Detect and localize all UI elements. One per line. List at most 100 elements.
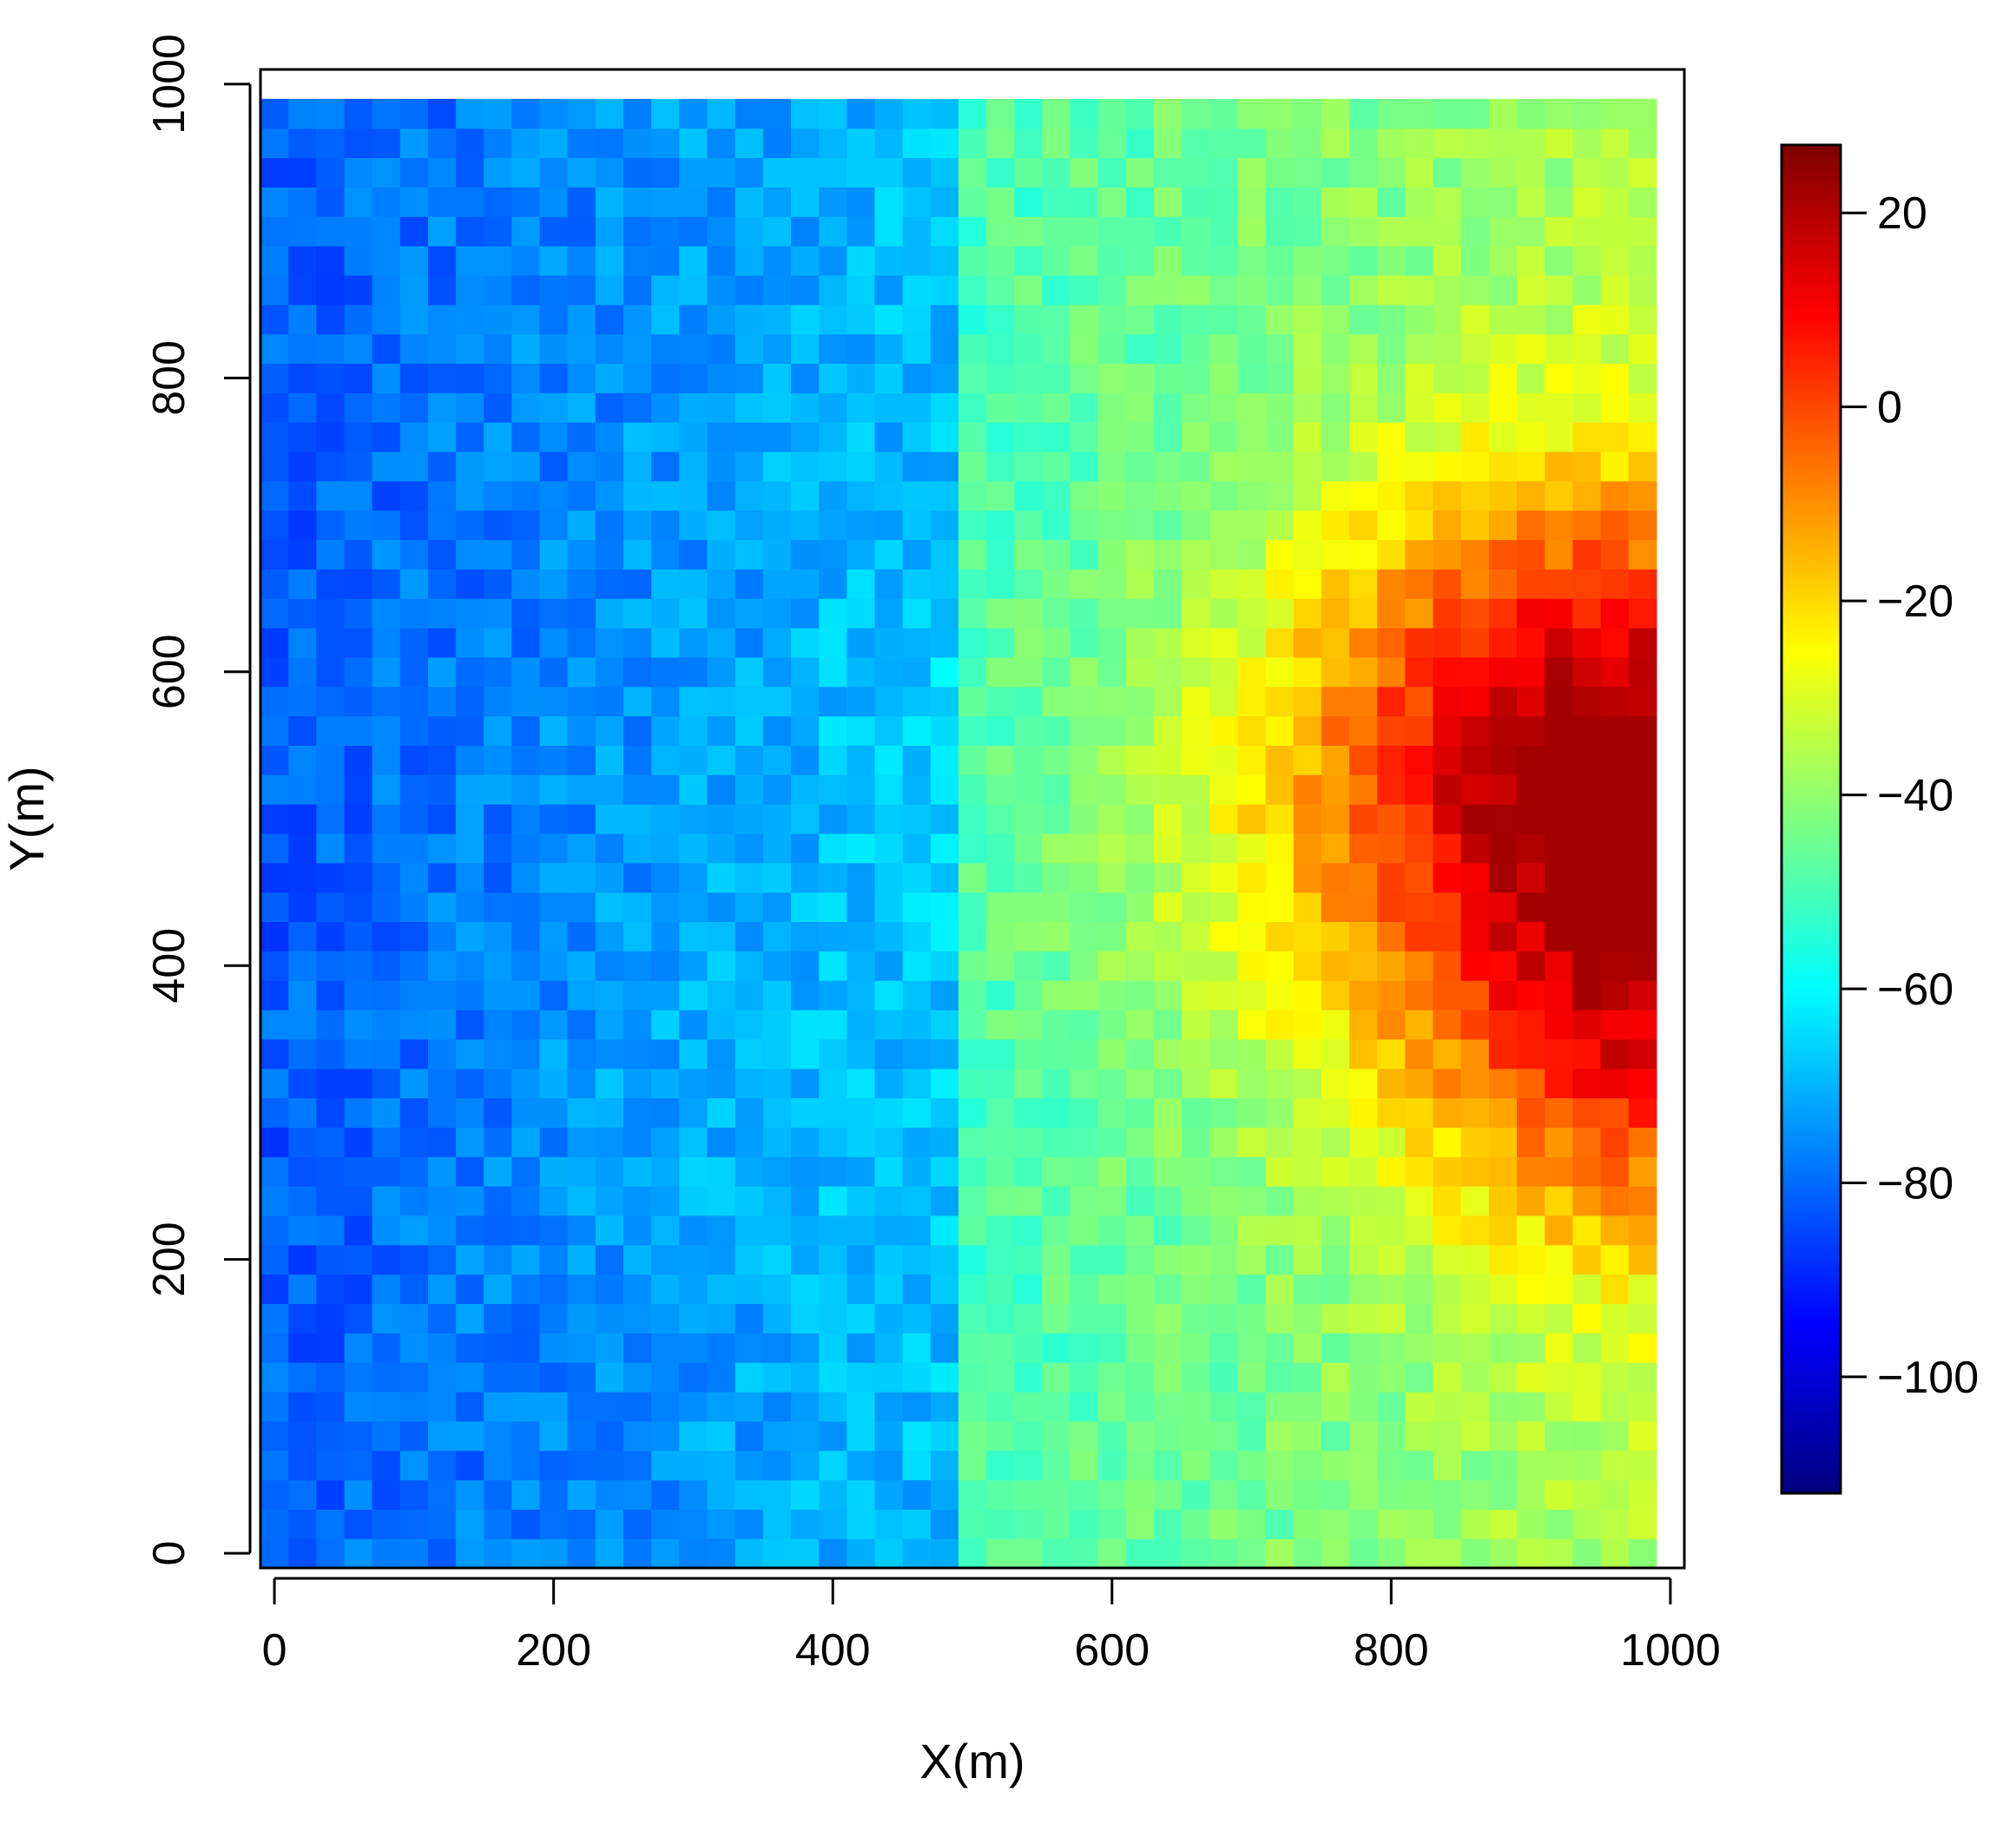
heatmap-cell	[1377, 157, 1407, 188]
heatmap-cell	[790, 569, 820, 599]
heatmap-cell	[679, 1538, 708, 1569]
heatmap-cell	[1265, 1097, 1295, 1128]
y-tick-label: 0	[144, 1541, 194, 1566]
heatmap-cell	[1154, 128, 1183, 159]
heatmap-cell	[1405, 745, 1434, 775]
heatmap-cell	[484, 1244, 513, 1275]
heatmap-cell	[1545, 1274, 1573, 1305]
heatmap-cell	[1460, 392, 1490, 423]
heatmap-cell	[316, 128, 346, 159]
heatmap-cell	[1154, 1303, 1183, 1334]
heatmap-cell	[1600, 1244, 1630, 1275]
heatmap-cell	[1349, 1538, 1378, 1569]
heatmap-cell	[595, 1450, 624, 1481]
heatmap-cell	[986, 422, 1015, 452]
heatmap-cell	[1628, 1244, 1657, 1275]
heatmap-cell	[1517, 187, 1545, 217]
heatmap-cell	[1321, 451, 1350, 482]
heatmap-cell	[1488, 686, 1518, 717]
heatmap-cell	[1321, 1303, 1350, 1334]
heatmap-cell	[1433, 833, 1462, 864]
heatmap-cell	[399, 1009, 429, 1040]
heatmap-cell	[874, 1127, 904, 1157]
heatmap-cell	[344, 745, 373, 775]
heatmap-cell	[1154, 951, 1183, 981]
heatmap-cell	[1321, 1509, 1350, 1539]
heatmap-cell	[1014, 1274, 1043, 1305]
heatmap-cell	[1265, 1215, 1295, 1246]
heatmap-cell	[1125, 1479, 1155, 1510]
heatmap-cell	[567, 157, 596, 188]
heatmap-cell	[1405, 656, 1434, 688]
heatmap-cell	[1377, 451, 1407, 482]
heatmap-cell	[874, 980, 904, 1011]
heatmap-cell	[819, 422, 847, 452]
heatmap-cell	[930, 480, 959, 511]
heatmap-cell	[456, 304, 484, 335]
heatmap-cell	[1628, 656, 1657, 688]
heatmap-cell	[1209, 333, 1239, 365]
heatmap-cell	[316, 1097, 346, 1128]
heatmap-cell	[819, 980, 847, 1011]
heatmap-cell	[372, 98, 401, 129]
heatmap-cell	[484, 157, 513, 188]
heatmap-cell	[819, 774, 847, 805]
heatmap-cell	[819, 128, 847, 159]
heatmap-cell	[344, 1538, 373, 1569]
heatmap-cell	[1377, 1420, 1407, 1452]
heatmap-cell	[874, 951, 904, 981]
heatmap-cell	[1405, 1156, 1434, 1187]
heatmap-cell	[1349, 951, 1378, 981]
heatmap-cell	[762, 1362, 792, 1393]
heatmap-cell	[372, 480, 401, 511]
heatmap-cell	[930, 1068, 959, 1099]
heatmap-cell	[1070, 157, 1099, 188]
heatmap-cell	[1097, 1391, 1127, 1422]
heatmap-cell	[1405, 1303, 1434, 1334]
heatmap-cell	[679, 1362, 708, 1393]
heatmap-cell	[1154, 274, 1183, 306]
heatmap-cell	[1070, 862, 1099, 893]
heatmap-cell	[1488, 804, 1518, 834]
heatmap-cell	[539, 804, 569, 834]
heatmap-cell	[1293, 774, 1322, 805]
colorbar-tick-label: 20	[1877, 188, 1927, 239]
heatmap-cell	[456, 980, 484, 1011]
heatmap-cell	[1517, 333, 1545, 365]
heatmap-cell	[1209, 1450, 1239, 1481]
heatmap-cell	[819, 598, 847, 629]
heatmap-cell	[1125, 304, 1155, 335]
heatmap-cell	[1070, 333, 1099, 365]
heatmap-cell	[288, 598, 317, 629]
heatmap-cell	[1237, 804, 1267, 834]
heatmap-cell	[372, 1186, 401, 1216]
heatmap-cell	[1321, 686, 1350, 717]
heatmap-cell	[372, 804, 401, 834]
heatmap-cell	[316, 1420, 346, 1452]
heatmap-cell	[1237, 1479, 1267, 1510]
heatmap-cell	[1097, 510, 1127, 541]
heatmap-cell	[930, 98, 959, 129]
heatmap-cell	[1572, 1538, 1602, 1569]
heatmap-cell	[1405, 1333, 1434, 1363]
heatmap-cell	[1600, 1509, 1630, 1539]
heatmap-cell	[484, 1009, 513, 1040]
heatmap-cell	[372, 216, 401, 247]
heatmap-cell	[1097, 333, 1127, 365]
heatmap-cell	[790, 1215, 820, 1246]
heatmap-cell	[567, 1509, 596, 1539]
heatmap-cell	[958, 1450, 987, 1481]
heatmap-cell	[1042, 1538, 1071, 1569]
heatmap-cell	[1265, 392, 1295, 423]
heatmap-cell	[930, 422, 959, 452]
heatmap-cell	[930, 510, 959, 541]
heatmap-cell	[1600, 451, 1630, 482]
heatmap-cell	[1154, 1538, 1183, 1569]
heatmap-cell	[651, 598, 680, 629]
heatmap-cell	[902, 157, 932, 188]
heatmap-cell	[1545, 862, 1573, 893]
heatmap-cell	[958, 510, 987, 541]
heatmap-cell	[735, 304, 764, 335]
heatmap-cell	[1014, 980, 1043, 1011]
heatmap-cell	[399, 628, 429, 658]
